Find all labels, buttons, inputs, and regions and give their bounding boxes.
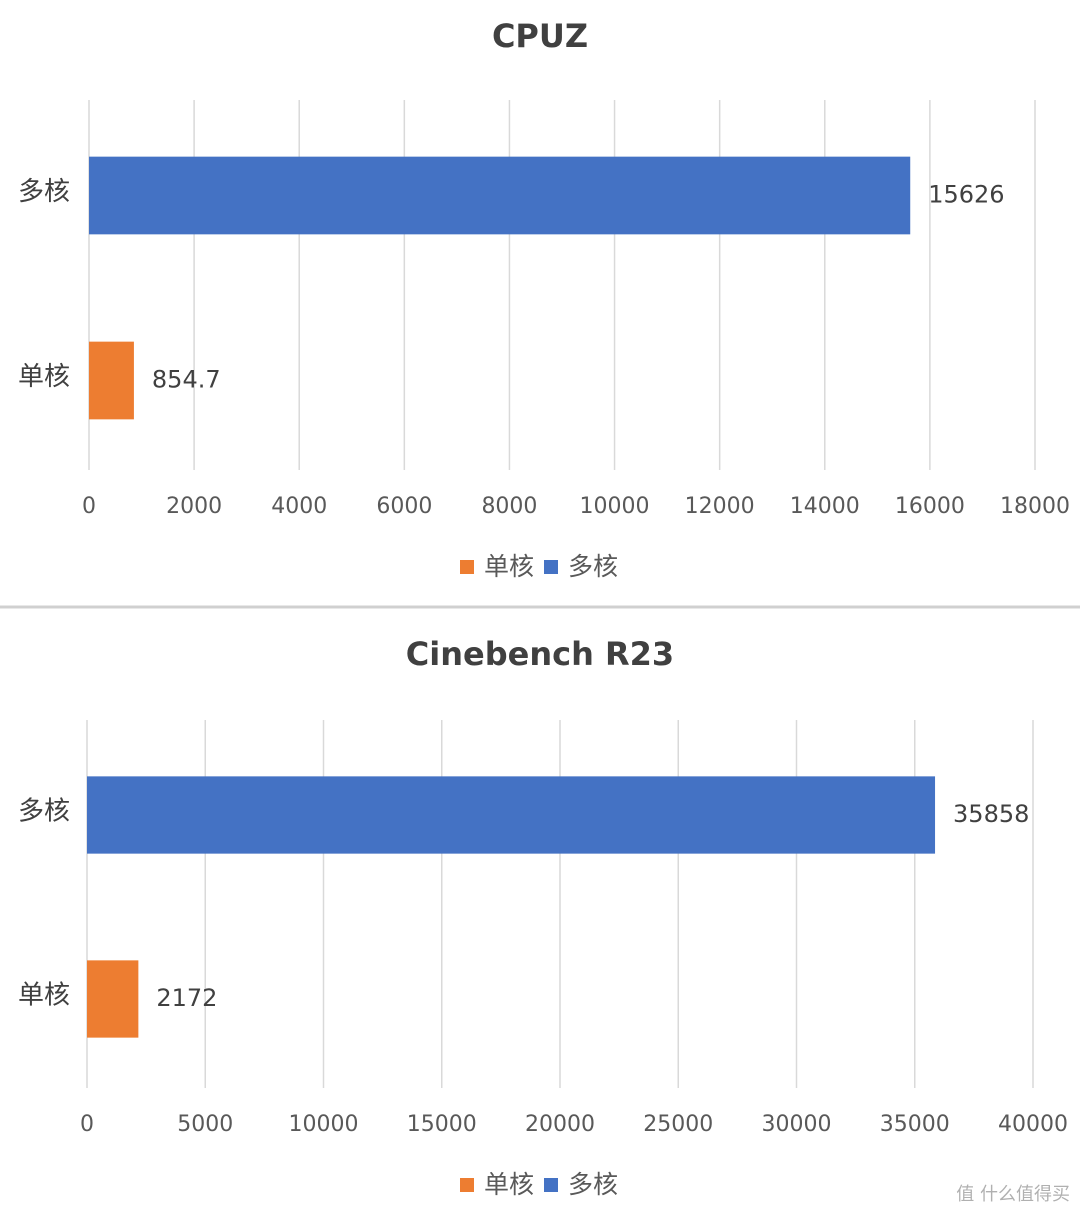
value-label: 15626 [928, 181, 1004, 209]
legend-swatch [460, 1178, 474, 1192]
bar [87, 960, 139, 1038]
legend-swatch [544, 1178, 558, 1192]
x-tick-label: 40000 [998, 1112, 1068, 1137]
x-tick-label: 6000 [376, 494, 432, 519]
x-tick-label: 15000 [407, 1112, 477, 1137]
y-tick-label: 多核 [18, 177, 70, 207]
x-tick-label: 4000 [271, 494, 327, 519]
value-label: 854.7 [152, 366, 221, 394]
x-tick-label: 8000 [481, 494, 537, 519]
x-tick-label: 25000 [643, 1112, 713, 1137]
x-tick-label: 18000 [1000, 494, 1070, 519]
y-tick-label: 单核 [18, 981, 70, 1011]
x-tick-label: 10000 [580, 494, 650, 519]
y-tick-label: 单核 [18, 362, 70, 392]
x-tick-label: 5000 [177, 1112, 233, 1137]
x-tick-label: 0 [82, 494, 96, 519]
x-tick-label: 10000 [289, 1112, 359, 1137]
legend-swatch [460, 560, 474, 574]
x-tick-label: 20000 [525, 1112, 595, 1137]
watermark: 值 什么值得买 [956, 1184, 1070, 1205]
x-tick-label: 16000 [895, 494, 965, 519]
x-tick-label: 30000 [762, 1112, 832, 1137]
legend-label: 多核 [568, 1170, 618, 1199]
x-tick-label: 0 [80, 1112, 94, 1137]
legend-label: 单核 [484, 1170, 534, 1199]
chart-title: CPUZ [492, 17, 588, 55]
x-tick-label: 12000 [685, 494, 755, 519]
x-tick-label: 35000 [880, 1112, 950, 1137]
x-tick-label: 2000 [166, 494, 222, 519]
legend-swatch [544, 560, 558, 574]
legend-label: 多核 [568, 552, 618, 581]
value-label: 2172 [156, 984, 217, 1012]
legend-label: 单核 [484, 552, 534, 581]
bar [89, 156, 911, 235]
bar [87, 776, 936, 854]
bar [89, 341, 134, 420]
value-label: 35858 [953, 800, 1029, 828]
y-tick-label: 多核 [18, 797, 70, 827]
x-tick-label: 14000 [790, 494, 860, 519]
chart-title: Cinebench R23 [406, 635, 674, 673]
